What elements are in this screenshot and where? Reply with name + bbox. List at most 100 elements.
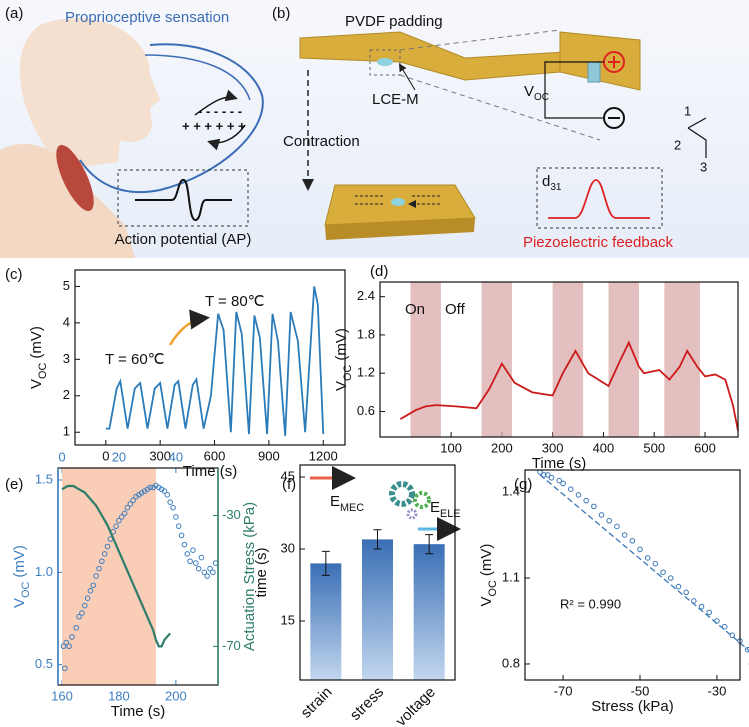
point xyxy=(195,565,202,572)
error-bar xyxy=(425,534,434,555)
error-bar xyxy=(321,550,330,576)
point xyxy=(130,497,136,504)
y-axis-label-part: V xyxy=(28,379,45,389)
panel-label: (d) xyxy=(370,263,388,280)
y-axis-label: VOC (mV) xyxy=(11,545,32,608)
axis-name: 2 xyxy=(674,137,681,152)
y-axis-label-part: OC xyxy=(37,363,49,379)
label-part: d xyxy=(542,173,550,190)
y-tick-label: 2.4 xyxy=(357,288,375,303)
arrow xyxy=(194,89,238,116)
point xyxy=(69,634,75,640)
d31-box xyxy=(536,167,663,229)
caption: Action potential (AP) xyxy=(115,231,252,248)
panel-label: (f) xyxy=(282,476,296,493)
point xyxy=(79,610,85,616)
point xyxy=(729,632,736,639)
point xyxy=(124,504,131,511)
gear xyxy=(413,491,431,509)
annotation-part: E xyxy=(330,493,340,510)
label-part: V xyxy=(524,83,534,100)
x-tick-label: 600 xyxy=(694,440,716,455)
point xyxy=(170,504,176,511)
y-axis-label-part: (mV) xyxy=(28,326,45,363)
label: LCE-M xyxy=(372,91,419,108)
label: VOC xyxy=(524,83,549,103)
point xyxy=(556,477,563,484)
point xyxy=(96,565,102,572)
zoom-line xyxy=(399,74,601,141)
x-tick-label: -70 xyxy=(554,683,573,698)
pvdf xyxy=(391,198,405,206)
y-axis-label-part: (mV) xyxy=(333,328,350,365)
panel-label: (c) xyxy=(5,266,23,283)
y2-tick-label: -30 xyxy=(222,507,241,522)
point xyxy=(62,665,68,672)
point xyxy=(90,582,97,589)
ap-wave xyxy=(135,179,232,221)
lce-side xyxy=(325,218,475,240)
y-axis-label: VOC (mV) xyxy=(478,544,499,607)
y-tick-label: 30 xyxy=(281,540,295,555)
y-tick-label: 1.4 xyxy=(502,483,520,498)
point xyxy=(192,560,199,566)
point xyxy=(60,643,67,650)
panel-label: (b) xyxy=(272,5,290,22)
plus-sign xyxy=(608,56,620,68)
point xyxy=(181,541,188,548)
point xyxy=(84,595,91,602)
y-tick-label: 15 xyxy=(281,612,295,627)
point xyxy=(606,517,613,524)
bar xyxy=(310,563,342,680)
x2-tick-label: 40 xyxy=(169,449,183,464)
point xyxy=(101,551,108,557)
point xyxy=(116,517,122,524)
lce-zoom xyxy=(559,31,641,91)
x-axis-label: Stress (kPa) xyxy=(591,698,674,715)
point xyxy=(698,603,705,610)
y-tick-label: 2 xyxy=(63,387,70,402)
plot-frame xyxy=(379,281,739,438)
point xyxy=(121,510,128,517)
y-axis-label-part: OC xyxy=(342,365,354,381)
shaded-region xyxy=(61,468,156,685)
panel-label: (a) xyxy=(5,5,23,22)
x-tick-label: 500 xyxy=(643,440,665,455)
line xyxy=(105,286,325,436)
bar xyxy=(362,539,393,680)
caption: Piezoelectric feedback xyxy=(523,234,674,251)
x-tick-label: 200 xyxy=(165,688,187,703)
point xyxy=(544,472,551,478)
annotation: T = 80℃ xyxy=(205,293,265,310)
point xyxy=(76,613,82,620)
nerve xyxy=(79,43,264,194)
point xyxy=(207,565,213,572)
y-tick-label: 5 xyxy=(63,278,70,293)
annotation-part: MEC xyxy=(340,502,364,514)
label-part: 31 xyxy=(550,182,562,193)
point xyxy=(744,646,749,653)
y-axis-label-part: (mV) xyxy=(11,545,28,582)
y-axis-label: time (s) xyxy=(253,548,270,598)
point xyxy=(118,514,125,520)
x-tick-label: 180 xyxy=(108,688,130,703)
charges: - - - - - - xyxy=(198,103,242,118)
ap-box xyxy=(117,169,249,227)
y-axis-label-part: OC xyxy=(20,582,32,598)
point xyxy=(644,555,651,561)
point xyxy=(87,588,94,594)
point xyxy=(591,503,597,510)
point xyxy=(575,492,582,498)
plot-frame xyxy=(524,469,741,681)
x-tick-label: voltage xyxy=(393,684,439,727)
y-tick-label: 1.1 xyxy=(502,569,520,584)
y-tick-label: 0.6 xyxy=(357,403,375,418)
annotation: T = 60℃ xyxy=(105,351,165,368)
x-tick-label: -30 xyxy=(708,683,727,698)
x2-tick-label: 0 xyxy=(58,449,65,464)
x-tick-label: 1200 xyxy=(309,448,338,463)
point xyxy=(175,523,182,529)
point xyxy=(721,623,728,630)
y2-axis-label: Actuation Stress (kPa) xyxy=(241,502,258,651)
point xyxy=(99,558,105,565)
